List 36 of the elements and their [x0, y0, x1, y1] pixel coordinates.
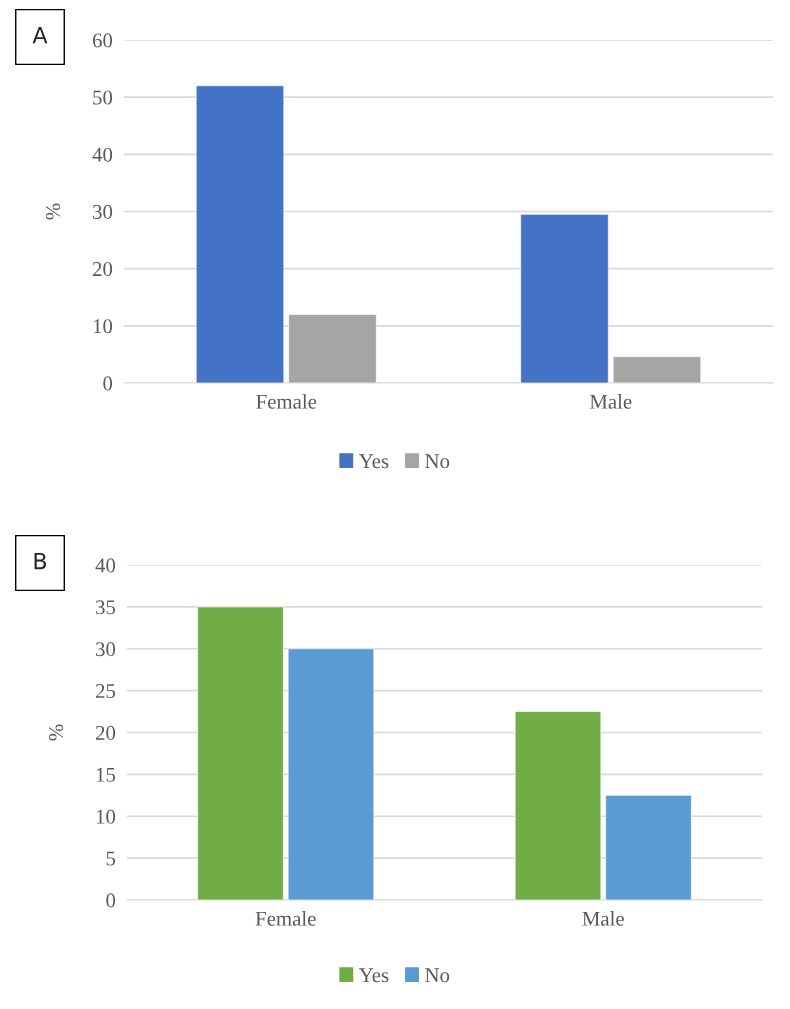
y-tick-label: 25 [95, 684, 116, 699]
x-tick-label: Female [256, 394, 317, 409]
y-tick-label: 60 [92, 33, 113, 48]
text: B [34, 552, 47, 570]
bar [288, 314, 377, 383]
bar [520, 214, 609, 383]
y-tick-label: 30 [93, 204, 113, 219]
bar [605, 794, 692, 900]
bar [287, 648, 375, 900]
y-tick-label: 20 [92, 262, 113, 277]
bar [612, 356, 702, 383]
y-tick-label: 40 [95, 558, 116, 573]
legend-label: No [425, 454, 450, 469]
y-tick-label: 30 [96, 642, 116, 657]
y-axis-title: % [45, 203, 61, 220]
y-tick-label: 35 [96, 600, 116, 615]
x-tick-label: Male [582, 911, 624, 926]
y-tick-label: 20 [95, 725, 116, 740]
y-tick-label: 15 [96, 767, 116, 782]
legend-label: Yes [359, 454, 389, 469]
y-tick-label: 10 [93, 319, 113, 334]
y-tick-label: 40 [92, 147, 113, 162]
legend-label: No [425, 968, 450, 983]
x-tick-label: Female [255, 911, 316, 926]
legend-label: Yes [359, 968, 389, 983]
y-tick-label: 0 [103, 376, 113, 391]
bar [197, 606, 284, 900]
y-axis-title: % [48, 724, 64, 741]
y-tick-label: 50 [93, 90, 113, 105]
bar [514, 711, 602, 900]
y-tick-label: 10 [96, 809, 116, 824]
y-tick-label: 0 [106, 893, 116, 908]
bar [195, 85, 285, 383]
text: A [32, 26, 48, 44]
x-tick-label: Male [589, 394, 632, 409]
y-tick-label: 5 [106, 851, 116, 866]
